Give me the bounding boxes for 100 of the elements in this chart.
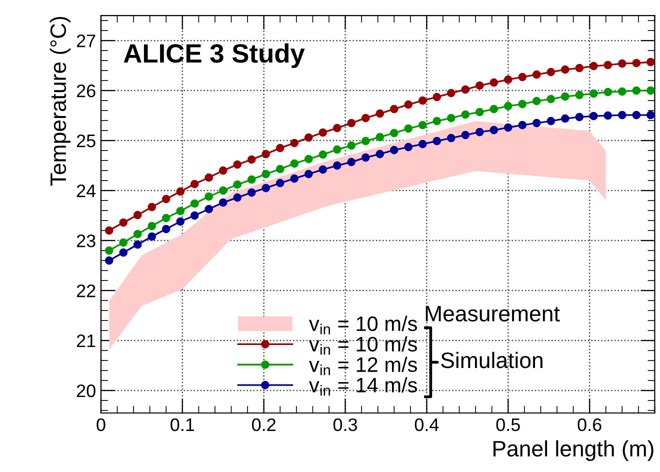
- point: [532, 118, 541, 128]
- point: [589, 89, 598, 98]
- point: [490, 78, 498, 87]
- point: [646, 110, 655, 120]
- point: [262, 150, 270, 158]
- point: [390, 146, 398, 154]
- point: [204, 173, 214, 182]
- point: [233, 160, 242, 169]
- point: [376, 132, 384, 142]
- point: [148, 222, 156, 230]
- point: [390, 128, 398, 138]
- point: [276, 164, 284, 174]
- point: [518, 100, 527, 108]
- point: [133, 240, 142, 249]
- point: [218, 198, 228, 207]
- point: [361, 114, 370, 122]
- point: [304, 154, 313, 164]
- point: [461, 110, 470, 119]
- point: [618, 87, 626, 96]
- legend-label: v$_{in}$ = 14 m/s: [309, 377, 417, 396]
- point: [446, 114, 456, 122]
- y-tick-label: 26: [76, 84, 96, 98]
- point: [361, 153, 370, 162]
- point: [418, 96, 427, 105]
- point: [446, 88, 456, 98]
- point: [119, 248, 128, 257]
- point: [361, 136, 370, 146]
- point: [461, 130, 470, 140]
- point: [318, 128, 328, 137]
- point: [632, 110, 641, 120]
- point: [190, 199, 199, 208]
- point: [560, 65, 570, 74]
- y-axis-title: Temperature (°C): [50, 16, 70, 186]
- point: [162, 194, 170, 204]
- point: [318, 150, 328, 159]
- point: [404, 142, 413, 152]
- annotation: Measurement: [426, 306, 560, 322]
- point: [290, 138, 299, 148]
- point: [532, 96, 541, 106]
- point: [632, 58, 641, 68]
- point: [575, 64, 584, 72]
- point: [432, 136, 442, 146]
- legend-label: v$_{in}$ = 10 m/s: [309, 316, 417, 334]
- point: [376, 109, 384, 118]
- annotation: Simulation: [441, 352, 542, 368]
- point: [304, 170, 313, 178]
- point: [446, 134, 456, 142]
- point: [589, 112, 598, 120]
- x-tick-label: 0.1: [170, 418, 194, 432]
- point: [190, 211, 199, 220]
- point: [404, 100, 413, 109]
- point: [347, 141, 356, 150]
- point: [490, 126, 498, 134]
- legend-label: v$_{in}$ = 12 m/s: [309, 356, 417, 376]
- point: [618, 110, 626, 120]
- point: [290, 159, 299, 168]
- point: [162, 224, 170, 234]
- point: [162, 214, 170, 222]
- point: [247, 155, 256, 164]
- point: [290, 174, 299, 183]
- y-tick-label: 27: [76, 34, 96, 48]
- point: [233, 193, 242, 202]
- point: [518, 120, 527, 130]
- point: [632, 86, 641, 95]
- y-tick-label: 21: [76, 334, 96, 348]
- point: [575, 112, 584, 122]
- point: [532, 70, 541, 79]
- point: [176, 187, 185, 196]
- point: [276, 178, 284, 188]
- y-tick-label: 24: [76, 184, 96, 198]
- x-tick-label: 0.4: [414, 418, 439, 432]
- point: [518, 72, 527, 82]
- point: [646, 58, 655, 66]
- point: [190, 180, 199, 188]
- point: [390, 104, 398, 114]
- point: [276, 144, 284, 152]
- x-tick-label: 0.2: [252, 418, 276, 432]
- point: [618, 59, 626, 68]
- point: [461, 85, 470, 94]
- y-tick-label: 20: [76, 384, 96, 398]
- point: [404, 124, 413, 133]
- point: [646, 86, 655, 95]
- point: [218, 166, 228, 175]
- point: [546, 68, 556, 76]
- point: [546, 94, 556, 104]
- point: [432, 116, 442, 126]
- point: [504, 102, 512, 110]
- point: [504, 75, 512, 84]
- y-tick-label: 22: [76, 284, 96, 298]
- legend-label: v$_{in}$ = 10 m/s: [309, 336, 417, 355]
- point: [546, 116, 556, 126]
- point: [575, 90, 584, 100]
- point: [119, 238, 128, 247]
- point: [604, 88, 612, 96]
- y-tick-label: 23: [76, 234, 96, 248]
- point: [332, 145, 342, 154]
- point: [418, 120, 427, 130]
- point: [304, 133, 313, 142]
- point: [560, 114, 570, 123]
- point: [119, 218, 128, 227]
